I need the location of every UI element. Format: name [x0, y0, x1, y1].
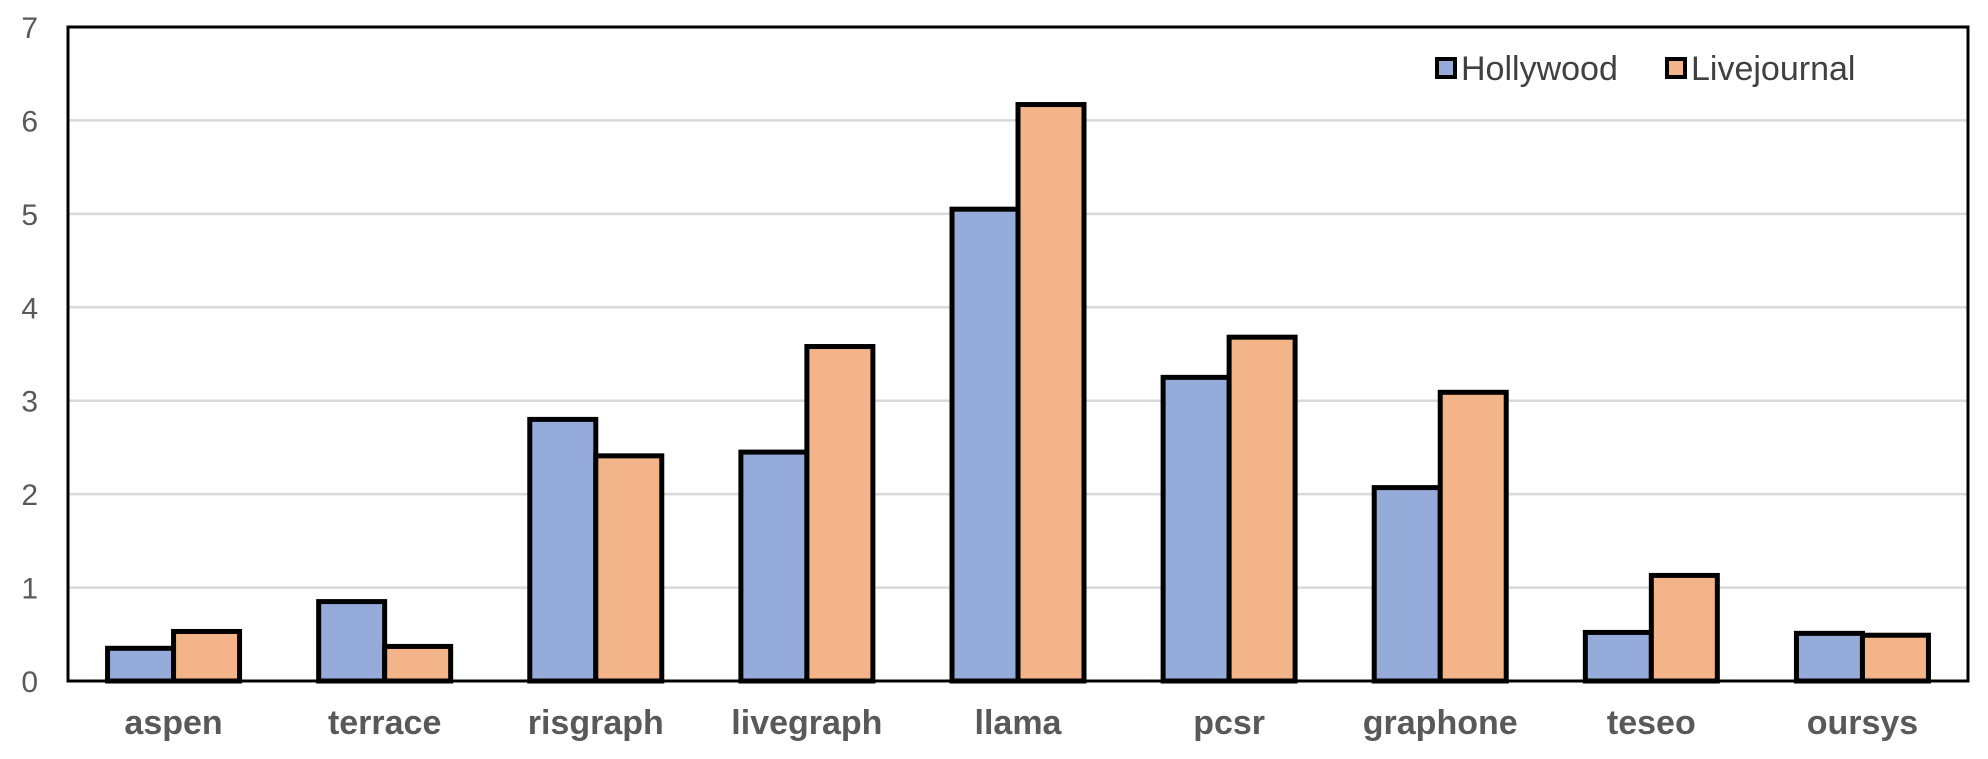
y-tick-label: 7	[21, 12, 38, 45]
x-tick-label: livegraph	[731, 704, 882, 742]
bar-livejournal-llama	[1015, 102, 1087, 684]
bar-hollywood-teseo	[1582, 629, 1654, 684]
bar-livejournal-terrace	[382, 643, 454, 684]
bar-hollywood-terrace	[316, 599, 388, 684]
y-tick-label: 3	[21, 386, 38, 419]
legend-swatch-hollywood	[1435, 57, 1457, 79]
bar-hollywood-pcsr	[1160, 374, 1232, 684]
x-tick-label: risgraph	[528, 704, 664, 742]
x-tick-label: terrace	[328, 704, 441, 742]
legend-label: Livejournal	[1691, 50, 1855, 88]
bar-hollywood-graphone	[1371, 485, 1443, 684]
bar-hollywood-risgraph	[527, 416, 599, 684]
x-tick-label: teseo	[1607, 704, 1696, 742]
bar-hollywood-aspen	[105, 645, 177, 684]
x-tick-label: graphone	[1363, 704, 1518, 742]
legend-swatch-livejournal	[1665, 57, 1687, 79]
legend-label: Hollywood	[1461, 50, 1618, 88]
x-tick-label: aspen	[124, 704, 222, 742]
x-axis-category-labels: aspen terrace risgraph livegraph llama pcsr gr…	[124, 704, 1918, 742]
bar-livejournal-livegraph	[804, 344, 876, 684]
y-tick-label: 2	[21, 479, 38, 512]
bar-hollywood-livegraph	[738, 449, 810, 684]
x-tick-label: pcsr	[1193, 704, 1265, 742]
bar-livejournal-graphone	[1437, 389, 1509, 684]
y-tick-label: 0	[21, 666, 38, 699]
bar-livejournal-risgraph	[593, 453, 665, 684]
bar-livejournal-pcsr	[1226, 334, 1298, 684]
bar-hollywood-llama	[949, 206, 1021, 684]
bar-livejournal-aspen	[171, 628, 243, 684]
y-tick-label: 4	[21, 292, 38, 325]
y-tick-label: 5	[21, 199, 38, 232]
y-axis-tick-labels: 0 1 2 3 4 5 6 7	[21, 12, 38, 699]
plot-frame	[66, 25, 1970, 683]
bars	[105, 102, 1931, 684]
bar-livejournal-teseo	[1648, 572, 1720, 684]
y-tick-label: 1	[21, 573, 38, 606]
y-tick-label: 6	[21, 105, 38, 138]
x-tick-label: oursys	[1807, 704, 1919, 742]
x-tick-label: llama	[975, 704, 1063, 742]
bar-livejournal-oursys	[1859, 632, 1931, 684]
bar-hollywood-oursys	[1793, 630, 1865, 684]
legend: Hollywood Livejournal	[1435, 50, 1855, 88]
